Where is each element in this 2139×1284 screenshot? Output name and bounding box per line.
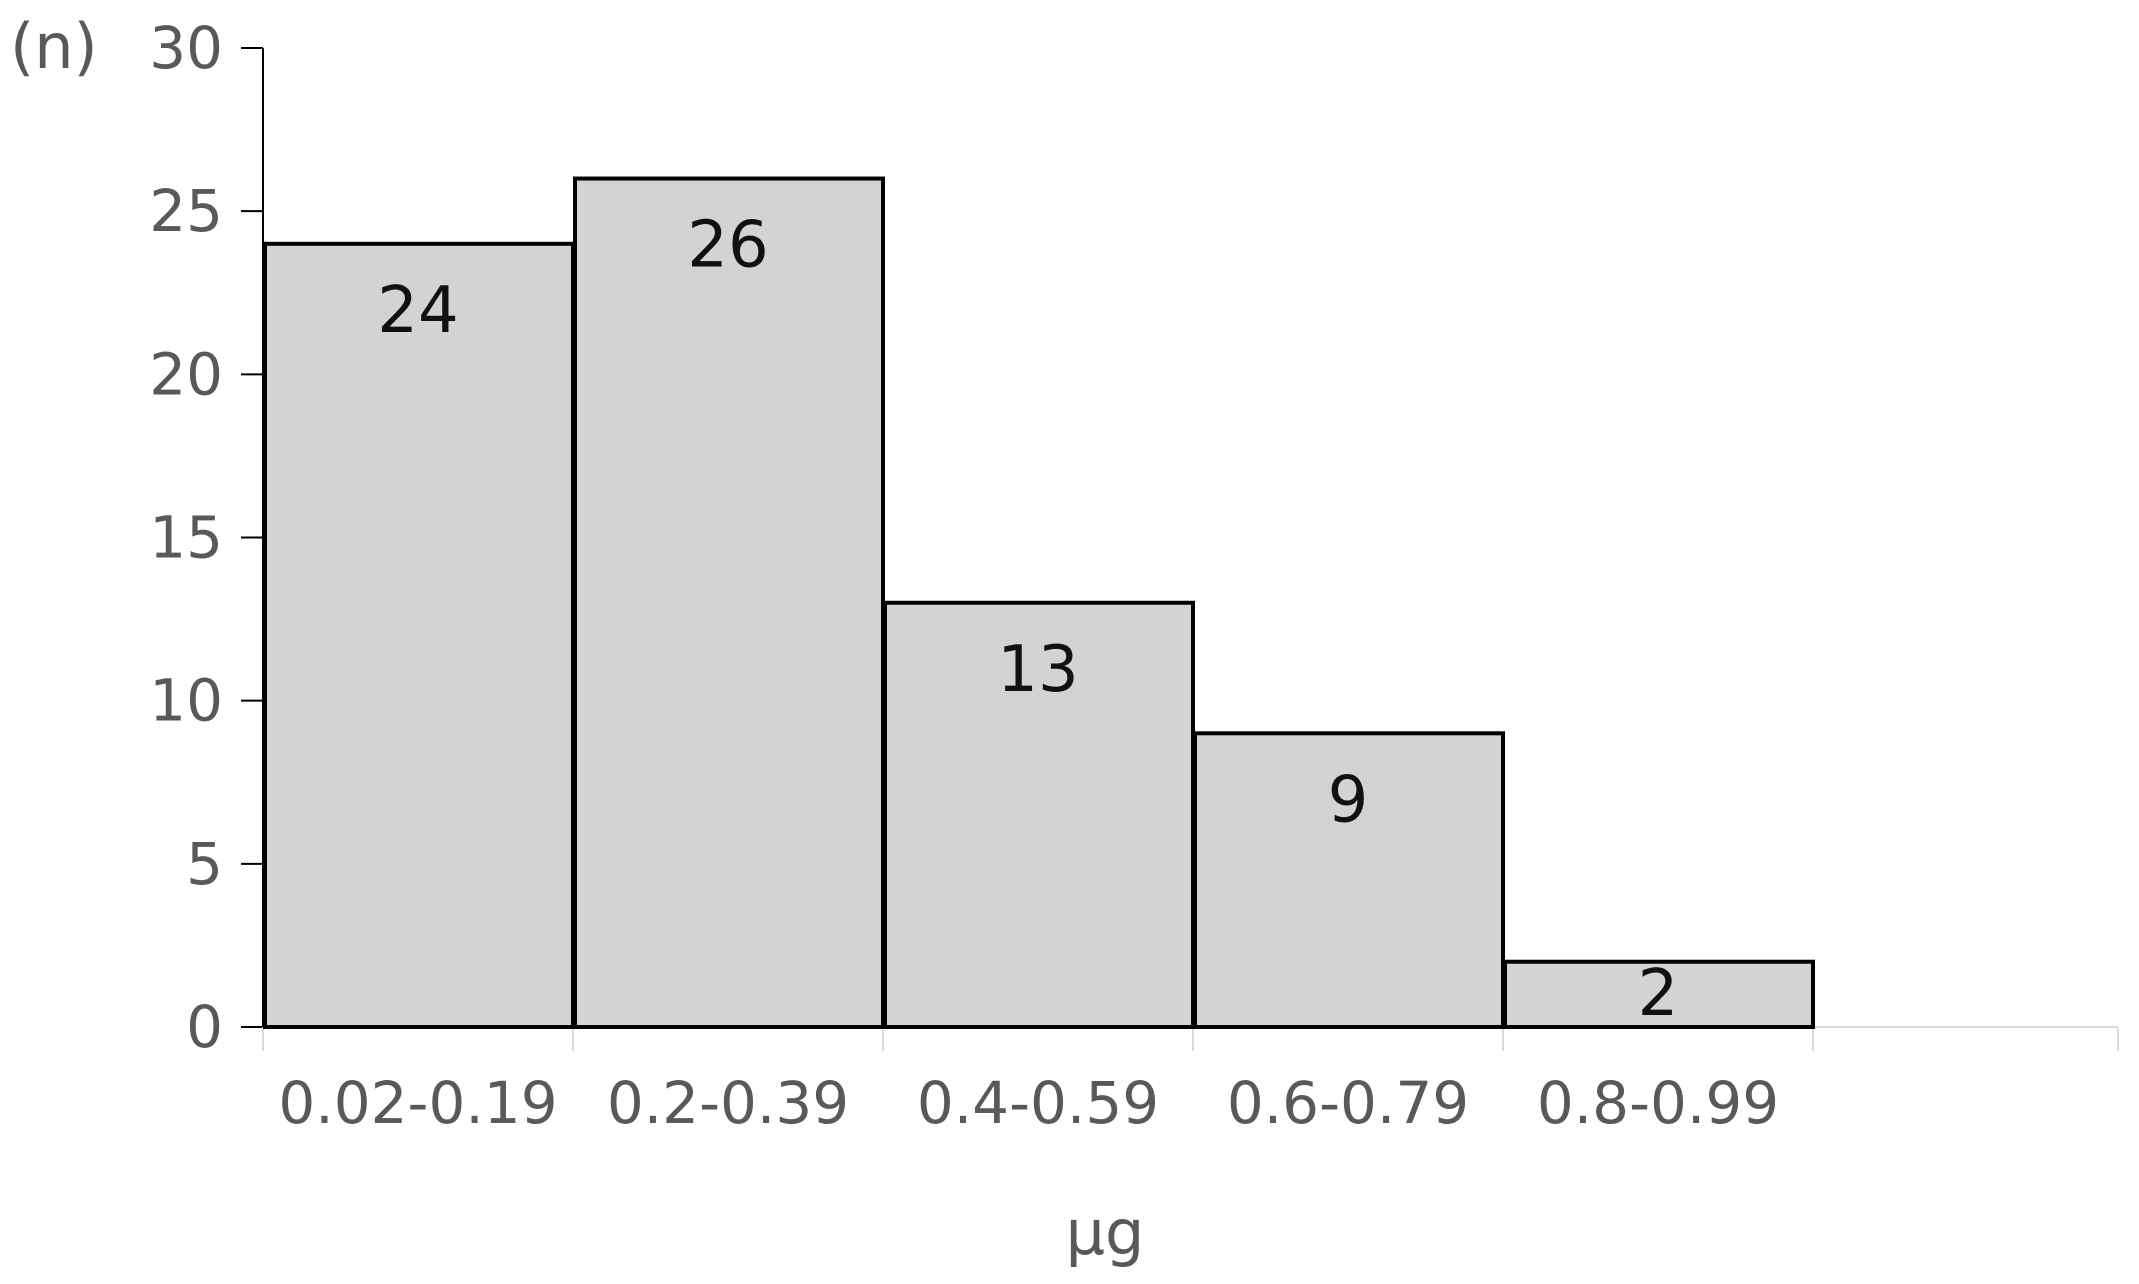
data-label: 9 bbox=[1328, 763, 1369, 837]
x-tick-label: 0.02-0.19 bbox=[278, 1069, 557, 1137]
bar bbox=[573, 176, 885, 1030]
y-tick-label: 15 bbox=[149, 504, 223, 572]
y-tick-label: 5 bbox=[186, 830, 223, 898]
x-axis-title: μg bbox=[1066, 1196, 1145, 1269]
x-tick-label: 0.6-0.79 bbox=[1227, 1069, 1469, 1137]
x-tick-label: 0.4-0.59 bbox=[917, 1069, 1159, 1137]
y-tick-label: 30 bbox=[149, 14, 223, 82]
bar bbox=[263, 241, 575, 1030]
data-label: 26 bbox=[687, 209, 768, 283]
data-labels: 24 26 13 9 2 bbox=[377, 209, 1678, 1031]
data-label: 24 bbox=[377, 274, 458, 348]
bar bbox=[1503, 959, 1815, 1030]
x-tick-label: 0.2-0.39 bbox=[607, 1069, 849, 1137]
y-axis-title: (n) bbox=[10, 10, 98, 83]
y-tick-label: 25 bbox=[149, 177, 223, 245]
y-tick-label: 20 bbox=[149, 340, 223, 408]
bars bbox=[263, 176, 1815, 1030]
bar bbox=[1193, 731, 1505, 1029]
x-axis: 0.02-0.19 0.2-0.39 0.4-0.59 0.6-0.79 0.8-0.9… bbox=[262, 1026, 2119, 1137]
bar bbox=[883, 600, 1195, 1029]
y-axis: 0 5 10 15 20 25 30 bbox=[149, 14, 264, 1061]
data-label: 13 bbox=[997, 633, 1078, 707]
y-tick-label: 10 bbox=[149, 667, 223, 735]
y-tick-label: 0 bbox=[186, 993, 223, 1061]
data-label: 2 bbox=[1638, 957, 1679, 1031]
x-tick-label: 0.8-0.99 bbox=[1537, 1069, 1779, 1137]
